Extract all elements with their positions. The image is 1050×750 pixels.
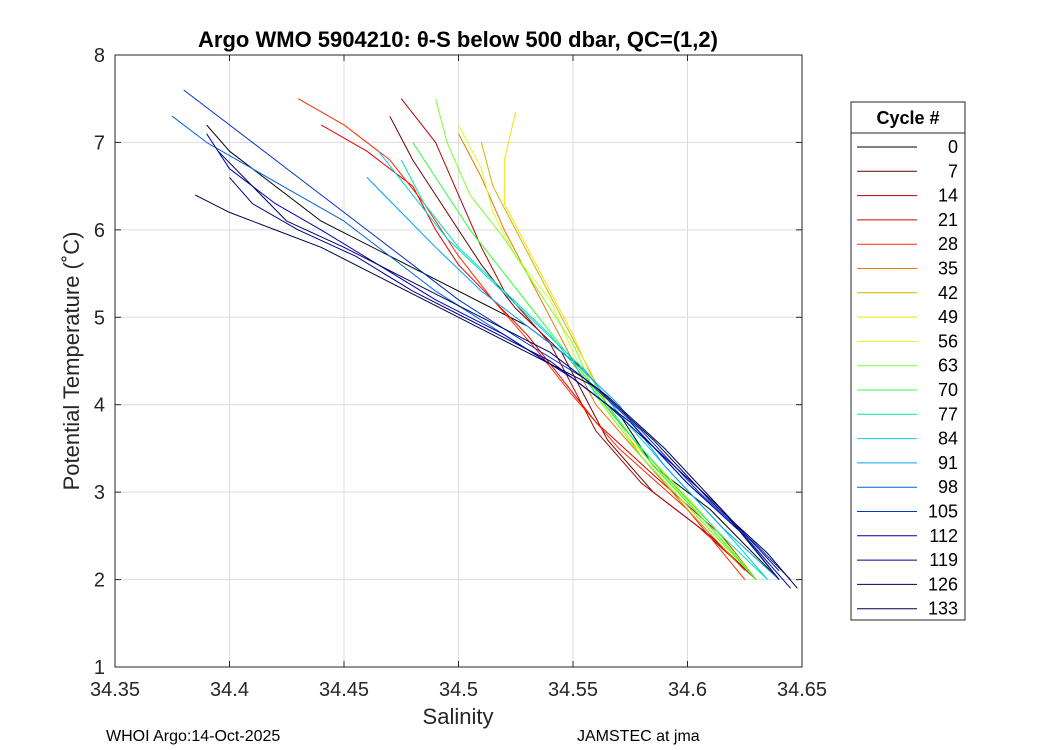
series-line-cycle-35 xyxy=(458,133,746,572)
series-line-cycle-119 xyxy=(229,177,780,572)
x-tick-label: 34.45 xyxy=(319,679,369,701)
x-tick-label: 34.4 xyxy=(210,679,249,701)
legend-label: 0 xyxy=(948,137,958,157)
legend-label: 133 xyxy=(928,599,958,619)
legend-label: 126 xyxy=(928,574,958,594)
legend: Cycle # 0 7 14 21 28 35 42 49 56 63 70 77 84 91 98 105 1… xyxy=(850,101,966,621)
series-line-cycle-105 xyxy=(183,89,791,580)
y-tick-label: 4 xyxy=(94,395,105,417)
legend-label: 63 xyxy=(938,356,958,376)
x-tick-label: 34.35 xyxy=(90,679,140,701)
x-axis-label: Salinity xyxy=(423,704,494,729)
legend-label: 77 xyxy=(938,404,958,424)
footer-source: WHOI Argo:14-Oct-2025 xyxy=(106,728,280,745)
series-layer xyxy=(171,89,798,589)
axis-ticks: 34.35 34.4 34.45 34.5 34.55 34.6 34.65 1 2 3 4 5 6 7 8 xyxy=(90,45,827,701)
y-tick-label: 8 xyxy=(94,45,105,67)
series-line-cycle-112 xyxy=(206,133,791,589)
legend-label: 42 xyxy=(938,283,958,303)
legend-label: 14 xyxy=(938,186,958,206)
legend-label: 91 xyxy=(938,453,958,473)
chart-title: Argo WMO 5904210: θ-S below 500 dbar, QC… xyxy=(198,27,718,52)
legend-label: 28 xyxy=(938,234,958,254)
series-line-cycle-91 xyxy=(366,177,780,580)
y-tick-label: 5 xyxy=(94,307,105,329)
y-tick-label: 6 xyxy=(94,220,105,242)
y-tick-label: 1 xyxy=(94,657,105,679)
legend-box xyxy=(850,101,966,621)
legend-label: 98 xyxy=(938,477,958,497)
footer-credit: JAMSTEC at jma xyxy=(577,728,700,745)
legend-label: 119 xyxy=(929,550,958,570)
y-tick-label: 7 xyxy=(94,132,105,154)
legend-label: 56 xyxy=(938,331,958,351)
y-axis-label: Potential Temperature (˚C) xyxy=(59,232,84,491)
x-tick-label: 34.65 xyxy=(777,679,827,701)
series-line-cycle-133 xyxy=(194,194,798,589)
legend-label: 105 xyxy=(928,502,958,522)
series-line-cycle-49 xyxy=(503,111,757,580)
legend-entries: 0 7 14 21 28 35 42 49 56 63 70 77 84 91 98 105 112 119 126… xyxy=(857,137,958,619)
legend-label: 7 xyxy=(948,161,958,181)
legend-label: 84 xyxy=(938,429,958,449)
y-tick-label: 3 xyxy=(94,482,105,504)
x-tick-label: 34.5 xyxy=(439,679,478,701)
series-line-cycle-70 xyxy=(412,142,757,580)
legend-label: 70 xyxy=(938,380,958,400)
x-tick-label: 34.55 xyxy=(548,679,598,701)
series-line-cycle-21 xyxy=(320,124,757,580)
legend-label: 49 xyxy=(938,307,958,327)
legend-label: 21 xyxy=(938,210,958,230)
y-tick-label: 2 xyxy=(94,570,105,592)
x-tick-label: 34.6 xyxy=(668,679,707,701)
series-line-cycle-63 xyxy=(435,98,757,580)
series-line-cycle-126 xyxy=(217,150,780,580)
legend-title: Cycle # xyxy=(876,108,939,128)
legend-label: 35 xyxy=(938,259,958,279)
legend-label: 112 xyxy=(929,526,958,546)
